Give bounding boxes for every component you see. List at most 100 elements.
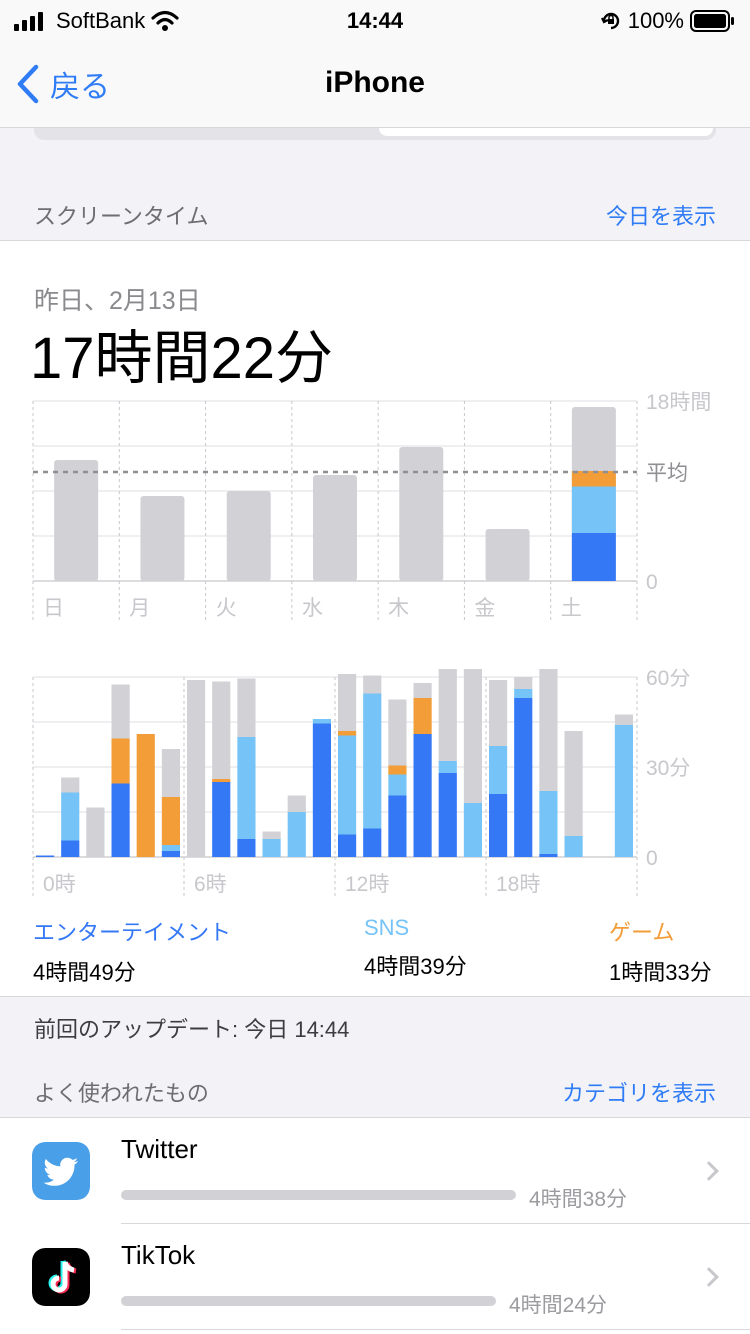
bar-segment	[161, 845, 180, 851]
bar-segment	[287, 795, 306, 812]
bar-segment	[161, 851, 180, 857]
legend-game: ゲーム 1時間33分	[609, 915, 712, 987]
bar-segment	[388, 774, 407, 796]
bar-segment	[539, 791, 558, 854]
bar-segment	[571, 533, 616, 581]
bar-segment	[413, 698, 432, 734]
bar-segment	[187, 680, 206, 857]
show-categories-link[interactable]: カテゴリを表示	[561, 1081, 716, 1106]
bar-segment	[363, 675, 382, 694]
weekly-chart: 日 月 火 水 木 金 土 平均 18時間 0	[32, 391, 711, 621]
bar-segment	[564, 731, 583, 836]
segmented-control	[34, 128, 716, 140]
chevron-right-icon	[699, 1267, 719, 1287]
bar-segment	[61, 840, 80, 857]
bar-segment	[262, 839, 281, 857]
back-button[interactable]: 戻る	[16, 62, 110, 106]
back-label: 戻る	[50, 71, 110, 104]
page-title: iPhone	[324, 66, 425, 99]
hourly-chart: 0時 6時 12時 18時 60分 30分 0	[32, 669, 690, 897]
bar-segment	[161, 797, 180, 845]
bar-total	[399, 447, 444, 581]
usage-bar	[121, 1296, 496, 1306]
legend-value: 1時間33分	[609, 960, 712, 985]
row-divider	[121, 1329, 750, 1330]
bar-segment	[413, 683, 432, 698]
bar-segment	[86, 807, 105, 857]
legend-sns: SNS 4時間39分	[364, 915, 467, 981]
legend-value: 4時間39分	[364, 954, 467, 979]
navigation-bar: 戻る iPhone	[0, 40, 750, 128]
status-time: 14:44	[346, 8, 404, 33]
x-tick-label: 木	[388, 597, 409, 620]
bar-segment	[212, 779, 231, 782]
bar-segment	[539, 669, 558, 791]
x-tick-label: 土	[561, 597, 582, 620]
app-row-twitter[interactable]: Twitter 4時間38分	[0, 1118, 750, 1224]
signal-icon	[14, 12, 43, 31]
x-tick-label: 火	[216, 597, 237, 620]
bar-segment	[287, 812, 306, 857]
bar-segment	[571, 471, 616, 487]
bar-total	[485, 529, 530, 581]
bar-segment	[338, 731, 357, 736]
usage-time: 4時間24分	[509, 1294, 608, 1317]
bar-segment	[614, 714, 633, 725]
bar-segment	[489, 680, 508, 746]
bar-segment	[571, 486, 616, 533]
rotation-lock-icon	[600, 12, 619, 30]
usage-bar	[121, 1190, 516, 1200]
show-today-link[interactable]: 今日を表示	[605, 204, 716, 229]
bar-total	[313, 475, 357, 581]
usage-time: 4時間38分	[529, 1188, 628, 1211]
row-divider	[121, 1223, 750, 1224]
date-label: 昨日、2月13日	[34, 287, 201, 315]
carrier-name: SoftBank	[56, 8, 146, 33]
x-tick-label: 日	[43, 597, 64, 620]
most-used-title: よく使われたもの	[34, 1081, 209, 1106]
bar-segment	[514, 677, 533, 689]
app-name: TikTok	[121, 1240, 196, 1270]
y-tick-label: 0	[646, 571, 658, 594]
bar-segment	[136, 734, 155, 857]
bar-segment	[539, 854, 558, 857]
screen-time-header: スクリーンタイム 今日を表示	[0, 199, 750, 229]
x-tick-label: 金	[474, 597, 495, 620]
bar-segment	[463, 803, 482, 857]
bar-segment	[413, 734, 432, 857]
status-left: SoftBank	[14, 8, 179, 34]
x-tick-label: 月	[129, 597, 150, 620]
bar-segment	[61, 792, 80, 841]
bar-segment	[312, 719, 331, 724]
bar-segment	[111, 738, 130, 784]
bar-segment	[388, 699, 407, 766]
app-name: Twitter	[121, 1134, 198, 1164]
bar-segment	[438, 761, 457, 773]
legend-label: SNS	[364, 915, 410, 940]
legend-entertainment: エンターテイメント 4時間49分	[33, 915, 231, 987]
bar-segment	[438, 669, 457, 761]
wifi-icon	[151, 10, 179, 31]
segment-selected[interactable]	[379, 128, 713, 136]
bar-segment	[61, 777, 80, 793]
twitter-icon	[32, 1142, 90, 1200]
bar-segment	[363, 828, 382, 857]
bar-segment	[614, 725, 633, 857]
bar-segment	[237, 839, 256, 857]
app-list: Twitter 4時間38分 TikTok 4時間24分	[0, 1117, 750, 1334]
section-title: スクリーンタイム	[34, 204, 209, 229]
bar-segment	[36, 855, 55, 857]
bar-segment	[161, 749, 180, 797]
bar-total	[140, 496, 185, 581]
bar-segment	[237, 678, 256, 737]
app-row-tiktok[interactable]: TikTok 4時間24分	[0, 1224, 750, 1330]
bar-segment	[489, 746, 508, 794]
bar-segment	[111, 684, 130, 739]
screen-time-card: 昨日、2月13日 17時間22分 日 月 火 水 木 金 土 平均 18時間 0 0時 6時 12時 1…	[0, 240, 750, 997]
chevron-left-icon	[17, 64, 39, 104]
bar-segment	[363, 693, 382, 829]
y-tick-label: 30分	[646, 757, 690, 780]
bar-segment	[388, 765, 407, 775]
x-tick-label: 6時	[194, 873, 227, 896]
bar-segment	[338, 735, 357, 835]
